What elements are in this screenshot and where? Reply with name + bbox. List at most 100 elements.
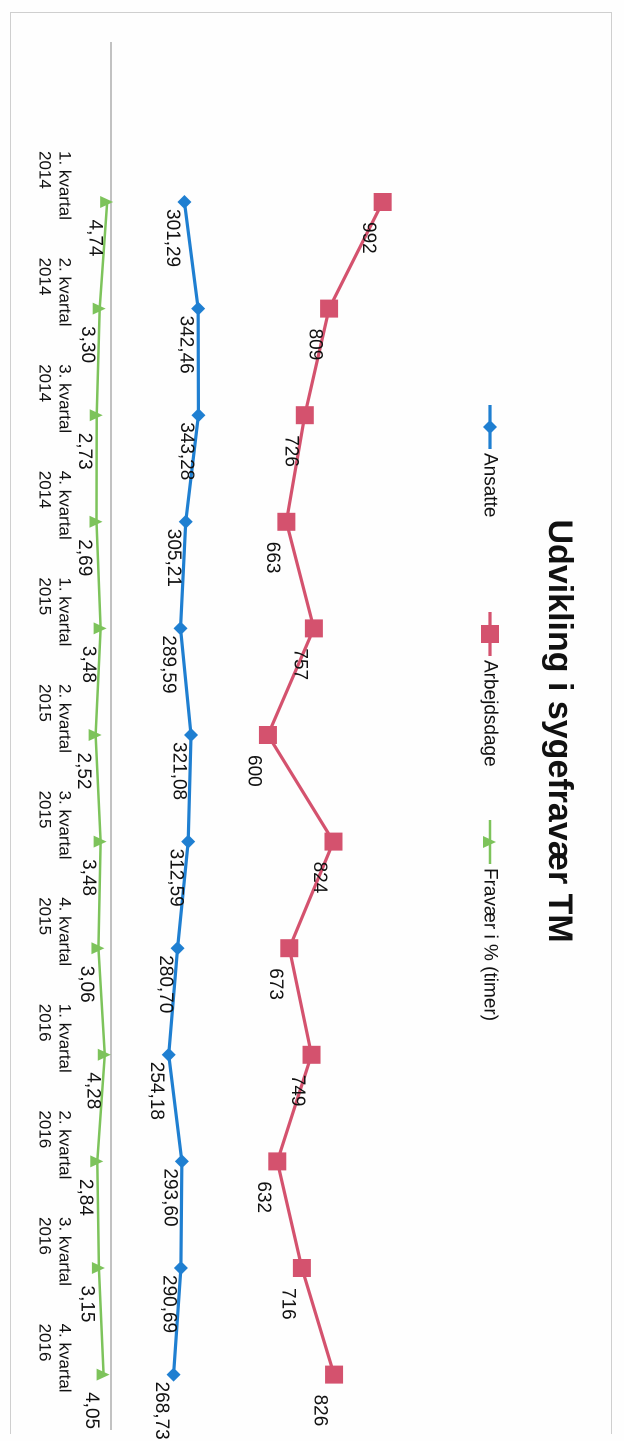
- data-label: 726: [280, 435, 302, 467]
- data-label: 3,30: [77, 326, 99, 364]
- x-tick-label: 3. kvartal 2015: [35, 790, 75, 860]
- x-tick-label-line: 4. kvartal: [55, 897, 75, 967]
- data-label: 4,28: [82, 1072, 104, 1110]
- data-label: 3,48: [78, 859, 100, 897]
- x-tick-label-line: 2014: [35, 364, 55, 403]
- diamond-marker: [184, 728, 199, 742]
- x-tick-label: 2. kvartal 2014: [35, 258, 75, 327]
- diamond-marker: [170, 941, 185, 956]
- diamond-marker: [161, 1047, 176, 1062]
- triangle-marker: [92, 302, 106, 315]
- square-marker: [304, 619, 323, 638]
- x-tick-label: 4. kvartal 2015: [35, 897, 75, 967]
- x-tick-label-line: 2015: [35, 684, 55, 722]
- chart-frame: [10, 12, 612, 1434]
- diamond-marker: [181, 834, 196, 849]
- x-tick-label-line: 3. kvartal: [55, 790, 75, 860]
- series-2: [258, 193, 392, 1384]
- x-tick-label: 1. kvartal 2016: [35, 1003, 75, 1073]
- data-label: 301,29: [161, 209, 183, 268]
- triangle-marker: [96, 1368, 110, 1381]
- x-tick-label-line: 2. kvartal: [55, 1110, 75, 1180]
- data-label: 824: [308, 861, 330, 894]
- square-marker: [268, 1152, 287, 1171]
- square-marker: [292, 1259, 311, 1277]
- x-tick-label: 1. kvartal 2015: [35, 577, 75, 646]
- legend-diamond-marker: [483, 420, 497, 434]
- data-label: 826: [309, 1394, 331, 1427]
- diamond-marker: [178, 514, 193, 529]
- diamond-marker: [166, 1367, 181, 1382]
- data-label: 2,73: [74, 432, 96, 470]
- square-marker: [277, 512, 296, 531]
- x-tick-label-line: 2016: [35, 1110, 55, 1149]
- x-tick-label: 3. kvartal 2014: [35, 364, 75, 434]
- triangle-marker: [89, 515, 103, 528]
- diamond-marker: [174, 1154, 189, 1169]
- x-tick-label: 4. kvartal 2016: [35, 1323, 75, 1393]
- square-marker: [302, 1045, 321, 1064]
- x-tick-label-line: 2. kvartal: [55, 684, 75, 753]
- data-label: 280,70: [155, 955, 177, 1014]
- x-tick-label: 1. kvartal 2014: [35, 151, 75, 220]
- triangle-marker: [93, 622, 107, 635]
- data-label: 289,59: [158, 635, 180, 694]
- x-tick-label-line: 4. kvartal: [55, 470, 75, 540]
- triangle-marker: [91, 1262, 105, 1274]
- diamond-marker: [177, 195, 192, 209]
- x-tick-label-line: 2016: [35, 1003, 55, 1042]
- triangle-marker: [100, 196, 114, 208]
- legend-square-marker: [481, 625, 499, 643]
- x-tick-label-line: 2016: [35, 1323, 55, 1362]
- square-marker: [320, 299, 339, 318]
- diamond-marker: [173, 1261, 188, 1275]
- legend-label: Ansatte: [479, 453, 501, 518]
- legend-keys: [481, 405, 499, 864]
- square-marker: [325, 1365, 344, 1384]
- x-tick-label-line: 2014: [35, 470, 55, 509]
- data-label: 2,52: [73, 752, 95, 790]
- x-tick-label-line: 2015: [35, 897, 55, 936]
- triangle-marker: [97, 1048, 111, 1061]
- data-label: 716: [277, 1288, 299, 1320]
- diamond-marker: [191, 301, 206, 316]
- data-label: 2,69: [74, 539, 96, 577]
- series-layer: [88, 193, 392, 1384]
- series-3: [88, 196, 114, 1381]
- data-label: 632: [252, 1181, 274, 1214]
- data-label: 809: [304, 328, 326, 361]
- triangle-marker: [93, 835, 107, 848]
- chart-title: Udvikling i sygefravær TM: [541, 519, 579, 943]
- legend-label: Fravær i % (timer): [479, 868, 501, 1022]
- x-tick-label-line: 4. kvartal: [55, 1323, 75, 1393]
- data-label: 2,84: [74, 1178, 96, 1216]
- data-label: 293,60: [159, 1168, 181, 1227]
- x-tick-label-line: 1. kvartal: [55, 151, 75, 220]
- x-tick-label-line: 1. kvartal: [55, 1003, 75, 1073]
- data-label: 321,08: [168, 742, 190, 801]
- x-tick-label-line: 2015: [35, 577, 55, 616]
- data-label: 757: [289, 648, 311, 681]
- data-label: 992: [358, 222, 380, 254]
- data-label: 3,48: [78, 645, 100, 683]
- triangle-marker: [90, 1155, 104, 1168]
- triangle-marker: [89, 409, 103, 422]
- data-label: 600: [243, 755, 265, 787]
- data-label: 343,28: [175, 422, 197, 481]
- x-tick-label-line: 3. kvartal: [55, 364, 75, 434]
- series-line: [94, 201, 109, 1375]
- square-marker: [324, 832, 343, 851]
- data-label: 305,21: [163, 528, 185, 587]
- x-tick-label-line: 3. kvartal: [55, 1217, 75, 1286]
- legend-label: Arbejdsdage: [479, 660, 501, 767]
- square-marker: [258, 726, 277, 744]
- x-tick-label-line: 2016: [35, 1217, 55, 1255]
- x-tick-label-line: 2014: [35, 151, 55, 189]
- data-label: 254,18: [146, 1061, 168, 1120]
- x-tick-label: 3. kvartal 2016: [35, 1217, 75, 1286]
- data-label: 312,59: [165, 848, 187, 907]
- data-label: 290,69: [158, 1275, 180, 1334]
- x-tick-label: 2. kvartal 2016: [35, 1110, 75, 1180]
- diamond-marker: [191, 408, 206, 423]
